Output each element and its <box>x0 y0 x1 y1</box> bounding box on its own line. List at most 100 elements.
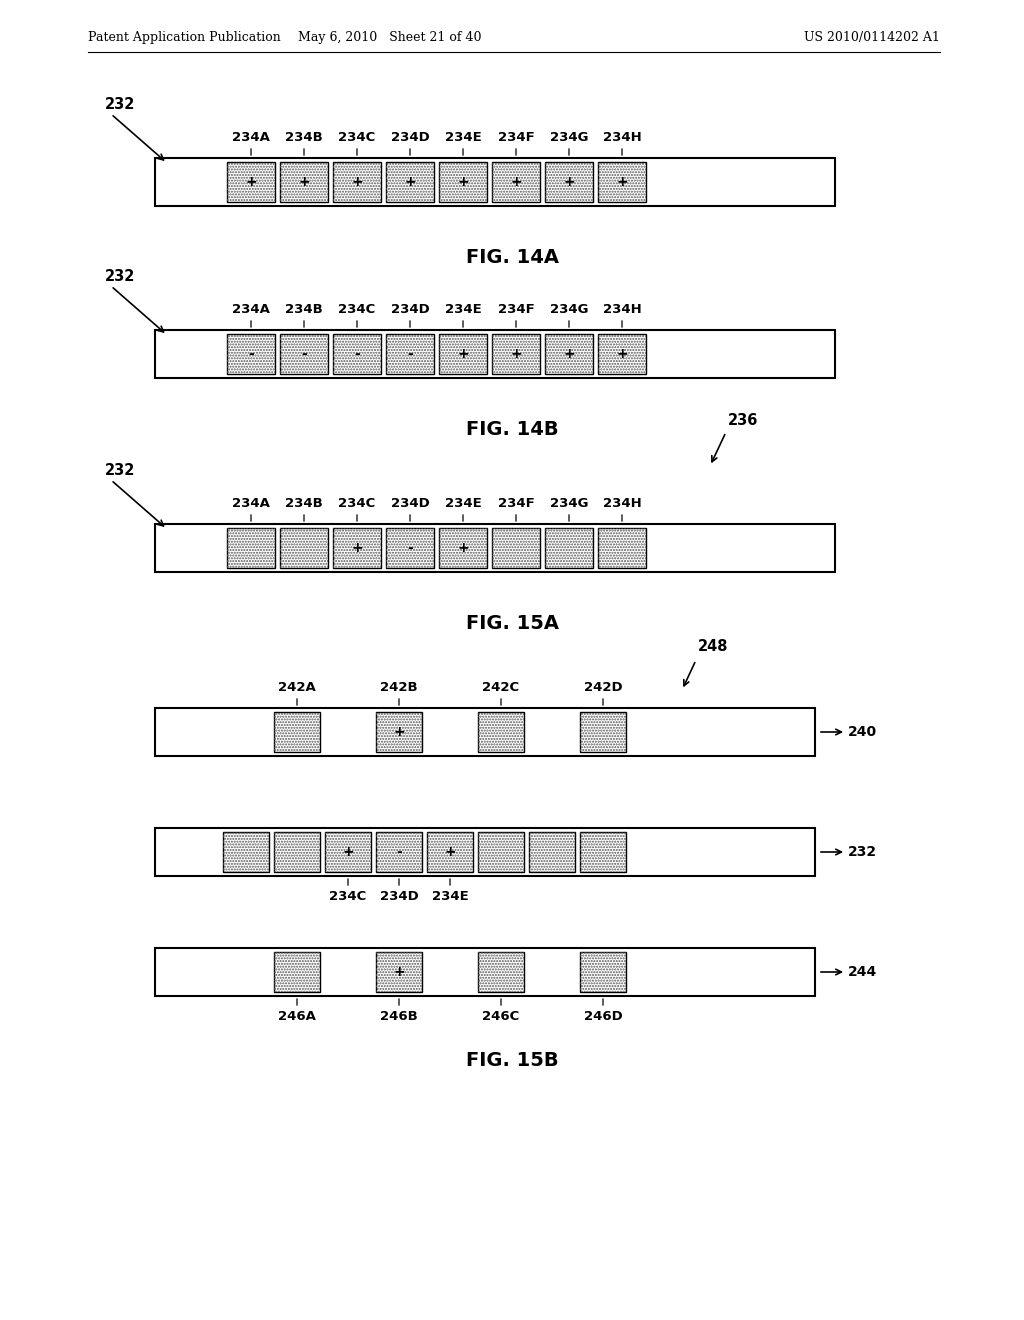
Text: 234F: 234F <box>498 498 535 510</box>
Bar <box>439 162 487 202</box>
Text: 234H: 234H <box>603 498 641 510</box>
Bar <box>580 952 626 993</box>
Text: 236: 236 <box>728 413 759 428</box>
Text: +: + <box>616 176 628 189</box>
Text: 234F: 234F <box>498 131 535 144</box>
Bar <box>376 832 422 873</box>
Bar <box>580 711 626 752</box>
Bar <box>598 162 646 202</box>
Bar <box>376 952 422 993</box>
Bar <box>274 952 319 993</box>
Text: 234C: 234C <box>330 890 367 903</box>
Bar <box>227 162 275 202</box>
Text: 248: 248 <box>698 639 728 653</box>
Bar <box>274 711 319 752</box>
Text: -: - <box>248 347 254 360</box>
Bar <box>439 162 487 202</box>
Text: -: - <box>396 845 401 859</box>
Bar <box>545 528 593 568</box>
Bar <box>280 334 328 374</box>
Bar <box>427 832 473 873</box>
Bar <box>598 334 646 374</box>
Bar <box>478 832 524 873</box>
Text: 234D: 234D <box>390 131 429 144</box>
Bar <box>598 528 646 568</box>
Bar <box>227 334 275 374</box>
Bar <box>274 952 319 993</box>
Text: +: + <box>563 176 574 189</box>
Text: +: + <box>457 176 469 189</box>
Text: -: - <box>408 541 413 554</box>
Bar <box>580 952 626 993</box>
Text: +: + <box>444 845 456 859</box>
Text: +: + <box>457 541 469 554</box>
Bar <box>280 528 328 568</box>
Bar <box>478 711 524 752</box>
Bar <box>545 334 593 374</box>
Bar <box>386 162 434 202</box>
Text: -: - <box>354 347 359 360</box>
Bar <box>227 528 275 568</box>
Bar <box>478 711 524 752</box>
Bar <box>492 334 540 374</box>
Text: 234G: 234G <box>550 304 588 315</box>
Text: -: - <box>301 347 307 360</box>
Bar <box>598 528 646 568</box>
Bar <box>155 524 835 572</box>
Text: +: + <box>616 347 628 360</box>
Bar <box>376 711 422 752</box>
Text: 242A: 242A <box>279 681 315 694</box>
Text: FIG. 15B: FIG. 15B <box>466 1051 558 1071</box>
Bar <box>333 162 381 202</box>
Bar <box>376 832 422 873</box>
Text: 240: 240 <box>848 725 878 739</box>
Bar <box>333 528 381 568</box>
Bar <box>478 832 524 873</box>
Text: 232: 232 <box>848 845 878 859</box>
Bar <box>439 334 487 374</box>
Bar <box>376 711 422 752</box>
Text: 234B: 234B <box>285 304 323 315</box>
Text: 246D: 246D <box>584 1010 623 1023</box>
Bar <box>529 832 575 873</box>
Bar <box>280 162 328 202</box>
Text: 232: 232 <box>105 269 135 284</box>
Text: 234A: 234A <box>232 498 270 510</box>
Text: 234G: 234G <box>550 131 588 144</box>
Text: May 6, 2010   Sheet 21 of 40: May 6, 2010 Sheet 21 of 40 <box>298 32 481 45</box>
Bar <box>155 330 835 378</box>
Text: -: - <box>408 347 413 360</box>
Text: 234F: 234F <box>498 304 535 315</box>
Text: 242C: 242C <box>482 681 519 694</box>
Text: 234H: 234H <box>603 131 641 144</box>
Bar <box>155 708 815 756</box>
Bar <box>386 334 434 374</box>
Bar <box>529 832 575 873</box>
Text: 246A: 246A <box>279 1010 316 1023</box>
Bar <box>580 711 626 752</box>
Bar <box>492 162 540 202</box>
Text: +: + <box>351 176 362 189</box>
Bar <box>580 832 626 873</box>
Bar <box>580 832 626 873</box>
Bar <box>545 162 593 202</box>
Text: 234H: 234H <box>603 304 641 315</box>
Bar <box>274 832 319 873</box>
Bar <box>492 528 540 568</box>
Text: +: + <box>393 965 404 979</box>
Bar <box>545 334 593 374</box>
Bar <box>325 832 371 873</box>
Text: +: + <box>342 845 354 859</box>
Bar <box>223 832 269 873</box>
Bar <box>478 952 524 993</box>
Bar <box>227 528 275 568</box>
Bar <box>439 528 487 568</box>
Text: 234D: 234D <box>390 498 429 510</box>
Text: +: + <box>457 347 469 360</box>
Text: 234C: 234C <box>338 131 376 144</box>
Text: 234B: 234B <box>285 498 323 510</box>
Bar <box>598 334 646 374</box>
Text: 234A: 234A <box>232 304 270 315</box>
Bar <box>227 334 275 374</box>
Text: 234G: 234G <box>550 498 588 510</box>
